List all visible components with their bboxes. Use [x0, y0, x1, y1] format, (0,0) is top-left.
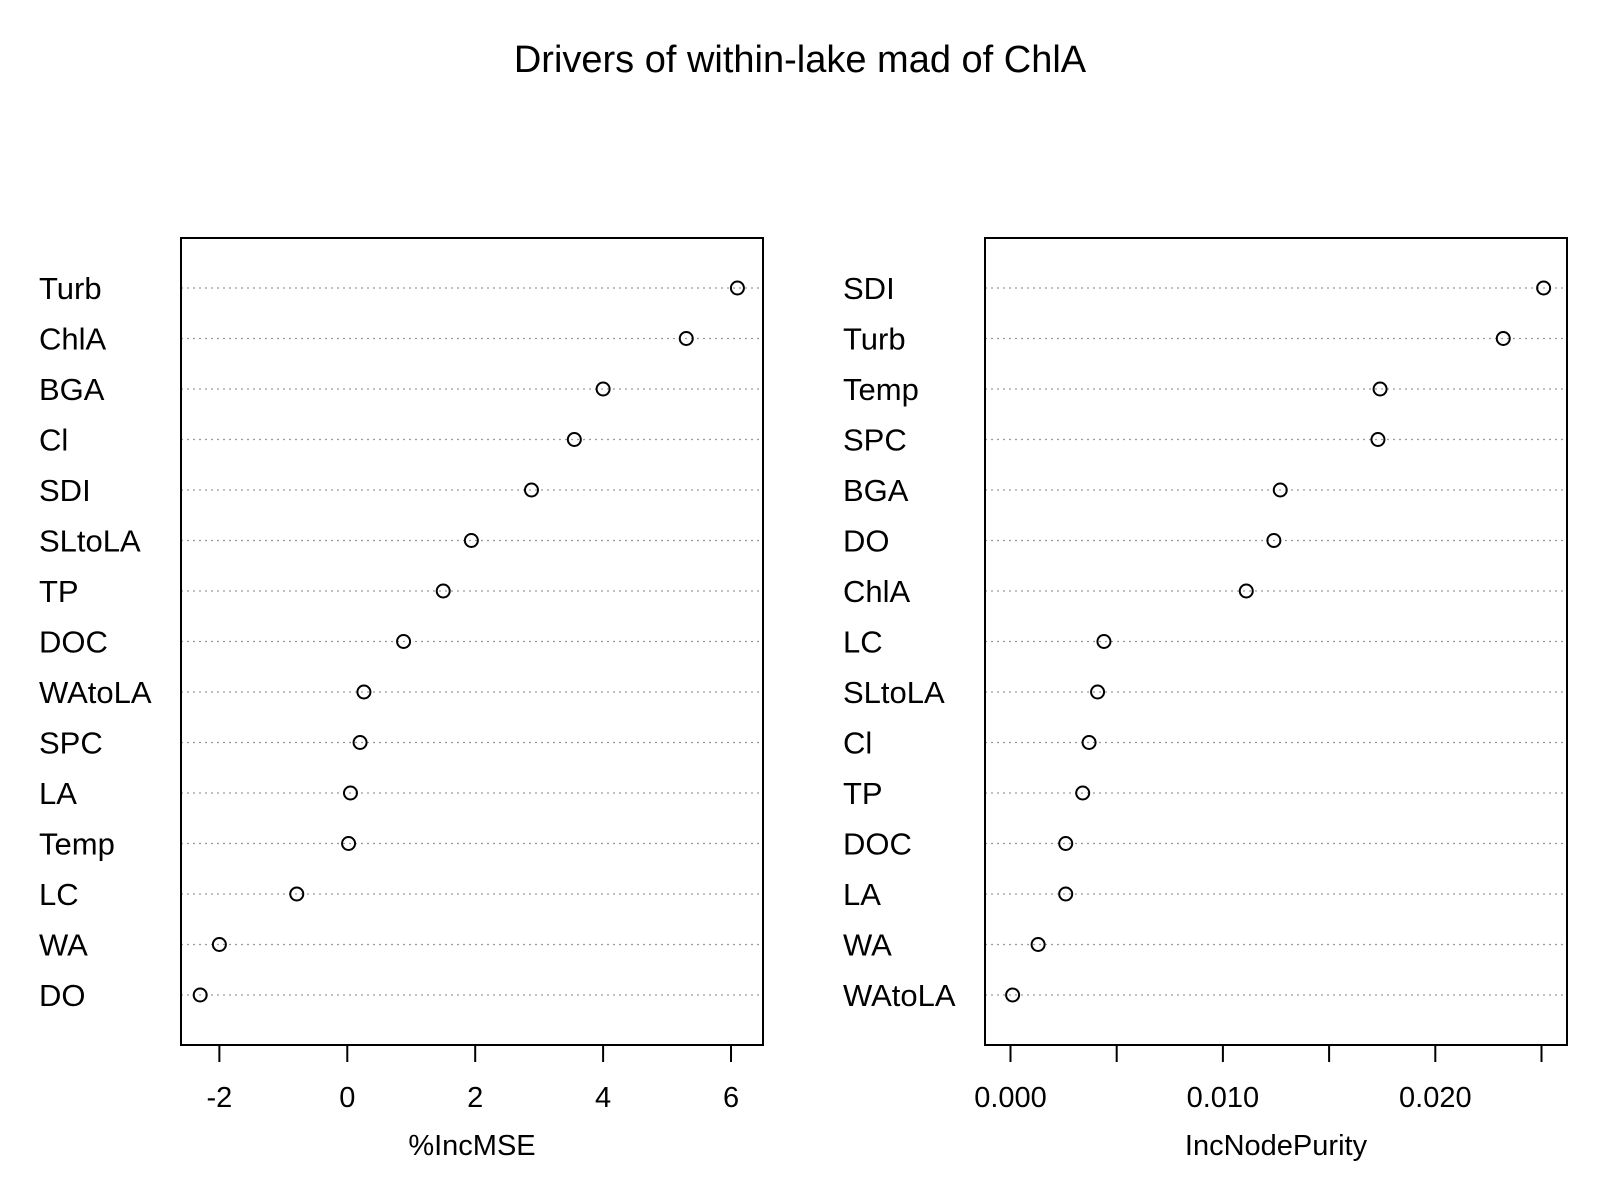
x-axis-title: %IncMSE: [408, 1130, 535, 1162]
x-tick-label: 0: [339, 1082, 355, 1114]
variable-label: TP: [843, 776, 883, 811]
variable-label: Cl: [843, 726, 872, 761]
data-point: [1370, 432, 1386, 447]
data-point: [1266, 533, 1282, 548]
variable-label: LA: [39, 776, 77, 811]
data-point: [289, 886, 305, 902]
variable-label: WAtoLA: [843, 978, 956, 1013]
data-point: [1495, 331, 1511, 346]
chart-title: Drivers of within-lake mad of ChlA: [514, 39, 1087, 81]
variable-label: DO: [843, 524, 890, 559]
data-point: [435, 583, 451, 599]
data-point: [678, 331, 694, 346]
variable-label: LA: [843, 877, 881, 912]
data-point: [523, 482, 539, 498]
variable-label: WA: [843, 928, 892, 963]
data-point: [1536, 280, 1552, 296]
data-point: [352, 735, 368, 750]
variable-label: WAtoLA: [39, 675, 152, 710]
data-point: [396, 634, 412, 649]
variable-label: Turb: [843, 322, 906, 357]
variable-label: SPC: [39, 726, 103, 761]
variable-label: ChlA: [843, 574, 911, 609]
data-point: [595, 381, 611, 397]
variable-label: DO: [39, 978, 86, 1013]
data-point: [1090, 684, 1106, 700]
x-axis-title: IncNodePurity: [1185, 1130, 1368, 1162]
variable-label: SDI: [39, 473, 91, 508]
data-point: [341, 836, 357, 851]
variable-label: BGA: [843, 473, 909, 508]
data-point: [342, 785, 358, 801]
variable-label: LC: [39, 877, 79, 912]
data-point: [1238, 583, 1254, 599]
variable-label: TP: [39, 574, 79, 609]
data-point: [211, 937, 227, 952]
data-point: [1081, 735, 1097, 750]
variable-label: ChlA: [39, 322, 107, 357]
data-point: [729, 280, 745, 296]
plot-frame: [180, 237, 764, 1046]
variable-label: Temp: [843, 372, 919, 407]
data-point: [1372, 381, 1388, 397]
variable-label: SDI: [843, 271, 895, 306]
importance-panel-incmse: Turb ChlA BGA Cl SDI SLtoLA TP DOC WAtoLA SPC LA Te…: [39, 237, 764, 1162]
data-point: [1075, 785, 1091, 801]
variable-label: BGA: [39, 372, 105, 407]
variable-label: SPC: [843, 423, 907, 458]
data-point: [192, 987, 208, 1003]
x-tick-label: 2: [467, 1082, 483, 1114]
data-point: [1005, 987, 1021, 1003]
x-tick-label: 0.020: [1399, 1082, 1472, 1114]
x-tick-label: 6: [723, 1082, 739, 1114]
data-point: [356, 684, 372, 700]
data-point: [1096, 634, 1112, 649]
data-point: [1030, 937, 1046, 952]
data-point: [1058, 886, 1074, 902]
plot-frame: [984, 237, 1568, 1046]
data-point: [463, 533, 479, 548]
x-tick-label: -2: [206, 1082, 232, 1114]
variable-label: DOC: [843, 827, 912, 862]
data-point: [566, 432, 582, 447]
x-tick-label: 4: [595, 1082, 611, 1114]
variable-label: Temp: [39, 827, 115, 862]
variable-label: WA: [39, 928, 88, 963]
variable-label: SLtoLA: [843, 675, 945, 710]
importance-panel-incnodepurity: SDI Turb Temp SPC BGA DO ChlA LC SLtoLA Cl TP DOC LA…: [843, 237, 1568, 1162]
variable-label: Turb: [39, 271, 102, 306]
x-tick-label: 0.010: [1187, 1082, 1260, 1114]
variable-label: SLtoLA: [39, 524, 141, 559]
variable-label: DOC: [39, 625, 108, 660]
data-point: [1058, 836, 1074, 851]
variable-label: Cl: [39, 423, 68, 458]
data-point: [1272, 482, 1288, 498]
x-tick-label: 0.000: [974, 1082, 1047, 1114]
variable-label: LC: [843, 625, 883, 660]
